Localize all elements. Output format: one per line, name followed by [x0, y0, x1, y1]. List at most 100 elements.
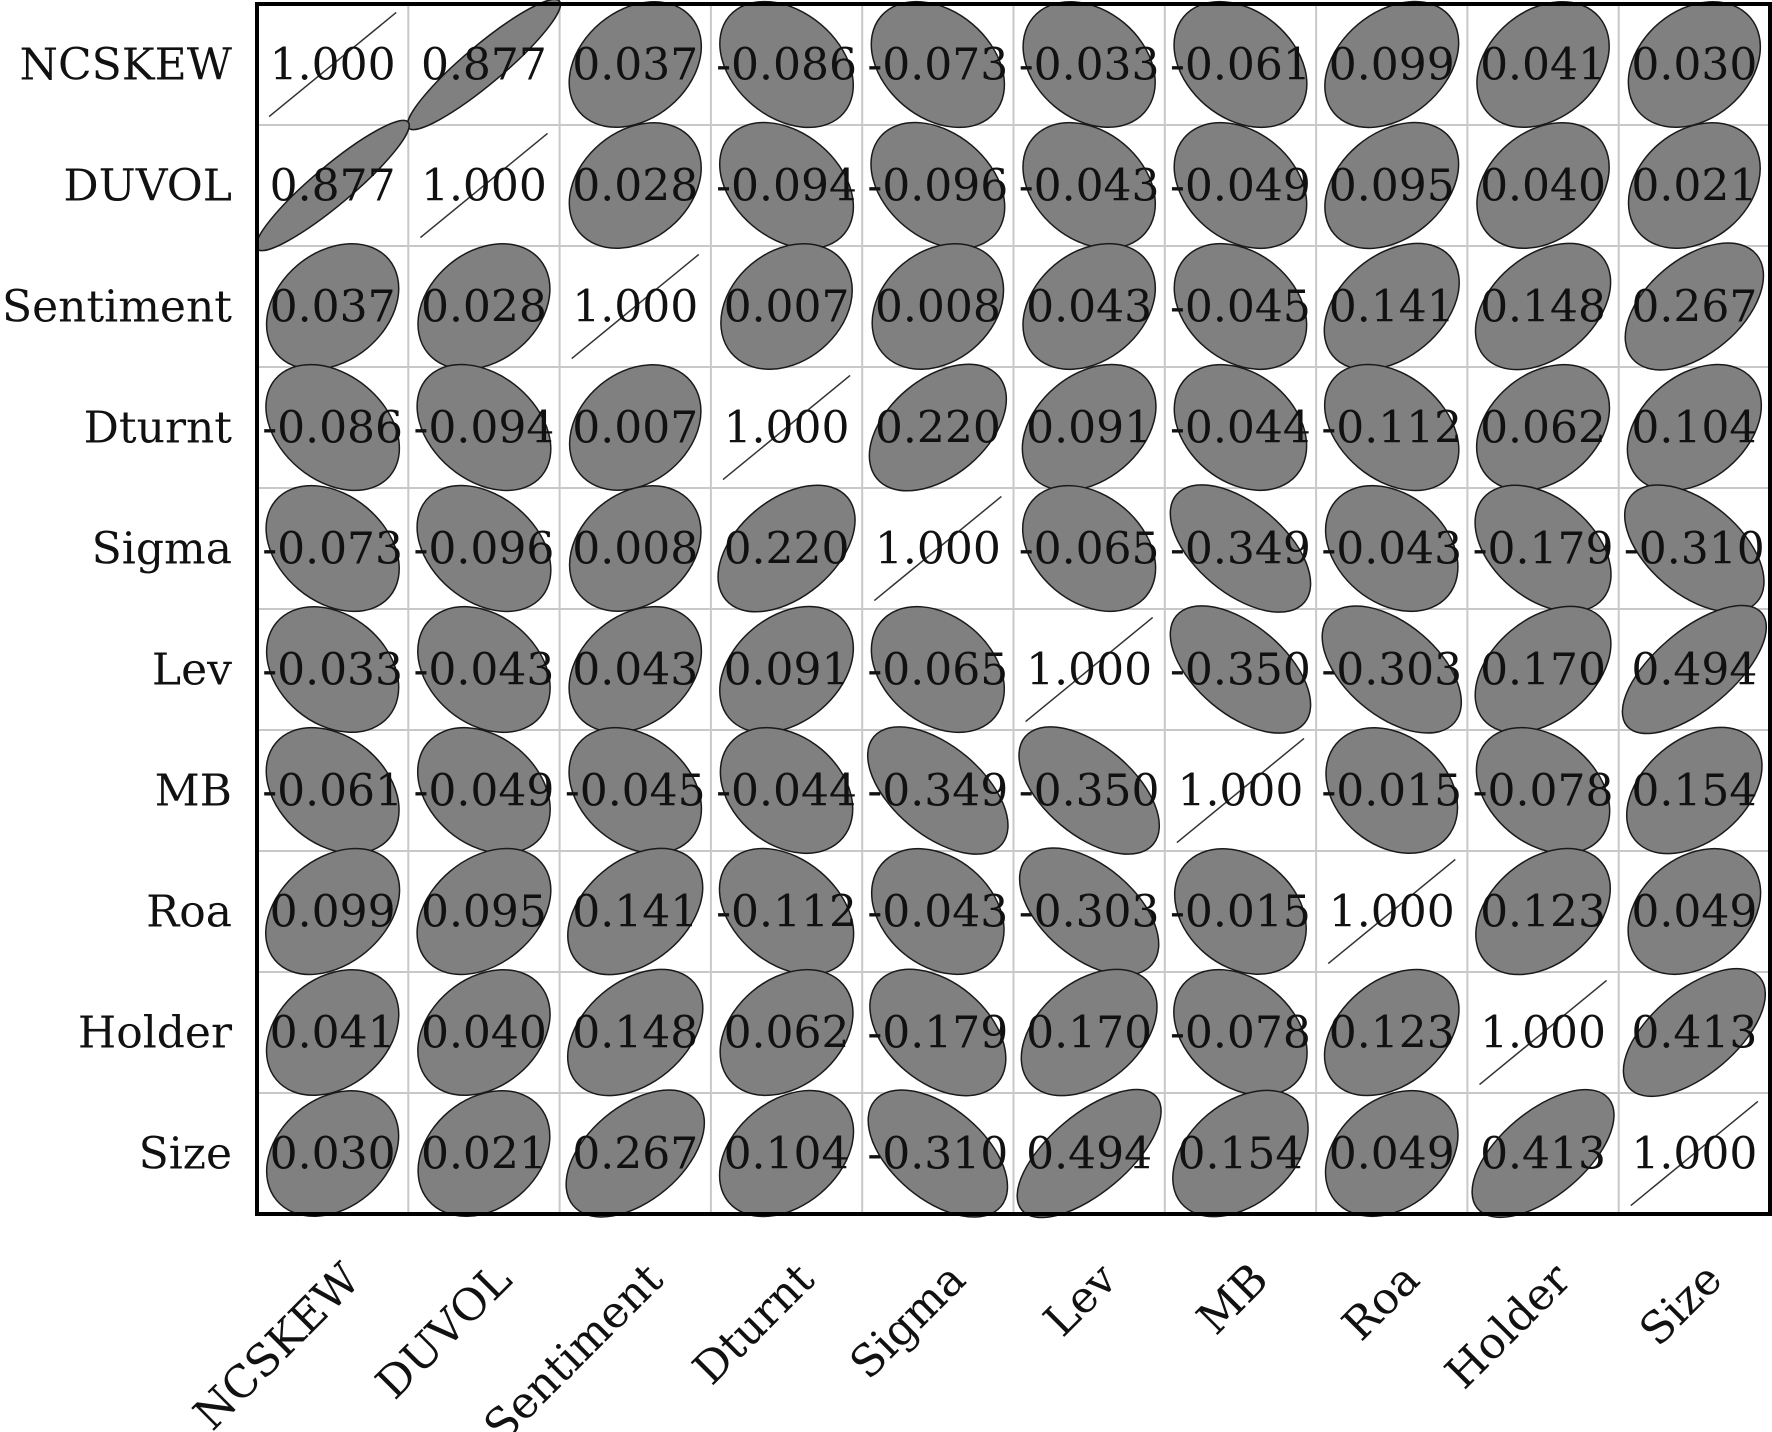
column-label: NCSKEW: [184, 1253, 371, 1432]
cell-value: 0.148: [572, 1008, 698, 1059]
matrix-cell: 0.041: [1476, 0, 1610, 129]
cell-value: 0.091: [1026, 403, 1152, 454]
correlation-ellipse: [718, 847, 855, 976]
correlation-ellipse: [1324, 1089, 1459, 1218]
cell-value: 0.170: [1480, 645, 1606, 696]
cell-value: -0.350: [1170, 645, 1311, 696]
cell-value: -0.349: [1170, 524, 1311, 575]
diagonal-line: [1479, 979, 1608, 1086]
row-label: Sigma: [92, 524, 232, 575]
matrix-cell: -0.179: [867, 968, 1008, 1097]
correlation-ellipse: [1623, 484, 1765, 613]
cell-value: -0.043: [867, 887, 1008, 938]
matrix-cell: -0.086: [716, 0, 857, 129]
correlation-ellipse: [568, 485, 702, 612]
cell-value: 0.877: [421, 40, 547, 91]
correlation-ellipse: [1324, 121, 1460, 250]
correlation-ellipse: [1475, 847, 1612, 976]
correlation-ellipse: [568, 605, 703, 734]
matrix-cell: 1.000: [1025, 616, 1154, 723]
cell-value: 0.267: [1631, 282, 1757, 333]
matrix-cell: 0.494: [1016, 1088, 1162, 1219]
correlation-ellipse: [567, 847, 704, 976]
column-label: MB: [1187, 1254, 1278, 1345]
cell-value: -0.078: [1170, 1008, 1311, 1059]
correlation-ellipse: [568, 726, 703, 855]
cell-value: 0.062: [1480, 403, 1606, 454]
cell-value: 0.095: [1329, 161, 1455, 212]
correlation-ellipse: [1627, 0, 1762, 129]
correlation-ellipse: [265, 968, 400, 1097]
matrix-cell: 0.040: [1476, 121, 1610, 250]
cell-value: -0.073: [262, 524, 403, 575]
cell-value: 0.037: [572, 40, 698, 91]
matrix-cell: 0.037: [265, 242, 400, 371]
cell-value: 0.104: [724, 1129, 850, 1180]
row-label: NCSKEW: [19, 40, 232, 91]
row-label: DUVOL: [63, 161, 232, 212]
cell-value: 1.000: [1480, 1008, 1606, 1059]
matrix-cell: 0.028: [417, 242, 551, 371]
matrix-cell: -0.350: [1169, 605, 1312, 734]
correlation-ellipse: [719, 968, 854, 1097]
correlation-ellipse: [417, 968, 551, 1097]
matrix-cell: 0.049: [1324, 1089, 1459, 1218]
correlation-ellipse: [1624, 242, 1765, 371]
correlation-ellipse: [1321, 605, 1463, 734]
correlation-ellipse: [565, 1089, 706, 1218]
cell-value: 0.008: [572, 524, 698, 575]
cell-value: 0.021: [1631, 161, 1757, 212]
correlation-ellipse: [1471, 1088, 1615, 1219]
matrix-cell: 0.104: [1626, 363, 1763, 492]
correlation-ellipse: [870, 605, 1006, 734]
cell-value: -0.043: [414, 645, 555, 696]
row-label: MB: [155, 766, 232, 817]
matrix-cell: -0.349: [866, 726, 1009, 855]
matrix-cell: -0.310: [1623, 484, 1765, 613]
diagonal-line: [419, 132, 548, 239]
cell-value: -0.086: [716, 40, 857, 91]
matrix-cell: -0.303: [1018, 847, 1160, 976]
correlation-ellipse: [265, 726, 400, 855]
matrix-cell: -0.179: [1473, 484, 1613, 613]
cell-value: 0.494: [1026, 1129, 1152, 1180]
matrix-cell: -0.078: [1473, 726, 1613, 855]
matrix-cell: 0.148: [566, 968, 704, 1097]
matrix-cell: -0.303: [1321, 605, 1463, 734]
cell-value: -0.061: [262, 766, 403, 817]
cell-value: 0.170: [1026, 1008, 1152, 1059]
cell-value: 0.141: [572, 887, 698, 938]
cell-value: 0.043: [1026, 282, 1152, 333]
correlation-ellipse: [1169, 484, 1312, 613]
matrix-cell: -0.096: [414, 484, 554, 613]
correlation-ellipse: [417, 605, 551, 734]
correlation-ellipse: [1169, 605, 1312, 734]
matrix-cell: 0.043: [1022, 242, 1157, 371]
correlation-ellipse: [265, 242, 400, 371]
column-label: DUVOL: [366, 1254, 521, 1409]
cell-value: -0.086: [262, 403, 403, 454]
cell-value: 0.007: [572, 403, 698, 454]
correlation-ellipse: [1476, 121, 1610, 250]
matrix-cell: -0.049: [414, 726, 554, 855]
cell-value: -0.094: [414, 403, 555, 454]
matrix-cell: -0.096: [867, 121, 1008, 250]
row-label: Holder: [78, 1008, 233, 1059]
correlation-ellipse: [1627, 122, 1761, 249]
diagonal-line: [1630, 1100, 1759, 1207]
cell-value: 0.028: [421, 282, 547, 333]
correlation-ellipse: [1018, 847, 1160, 976]
correlation-ellipse: [870, 121, 1006, 250]
matrix-cell: 0.267: [565, 1089, 706, 1218]
matrix-cell: 1.000: [1176, 737, 1305, 844]
correlation-ellipse: [265, 484, 400, 613]
diagonal-line: [268, 11, 397, 118]
column-label: Holder: [1436, 1253, 1582, 1399]
correlation-ellipse: [416, 484, 552, 613]
matrix-cell: 0.043: [568, 605, 703, 734]
correlation-ellipse: [1622, 967, 1767, 1098]
matrix-cell: 0.008: [568, 485, 702, 612]
matrix-cell: 0.104: [718, 1089, 855, 1218]
cell-value: -0.349: [867, 766, 1008, 817]
correlation-ellipse: [568, 0, 703, 129]
